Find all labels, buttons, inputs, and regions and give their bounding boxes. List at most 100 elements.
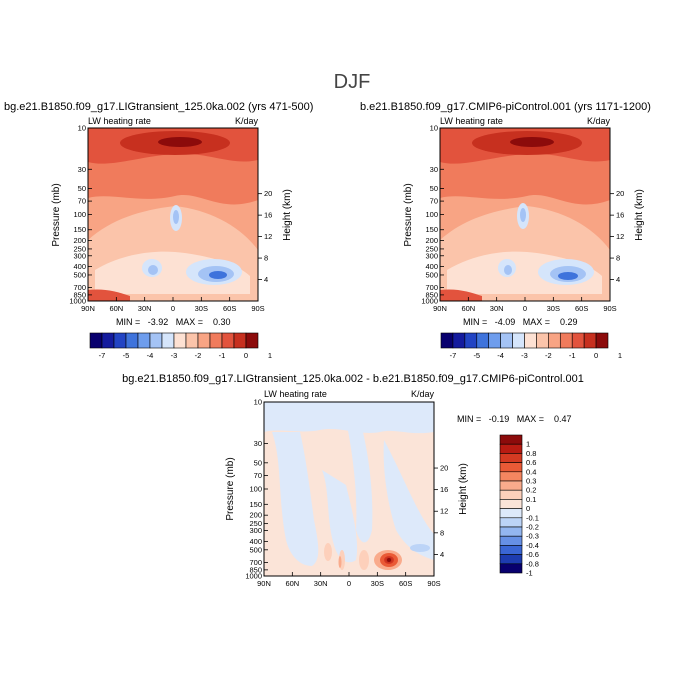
- colorbar-swatch: [548, 332, 561, 349]
- x-tick-label: 90S: [251, 304, 264, 313]
- colorbar-label: 1: [618, 351, 622, 360]
- x-tick-label: 30S: [547, 304, 560, 313]
- y2-tick-label: 4: [440, 550, 444, 559]
- y-tick-label: 70: [430, 197, 438, 206]
- y-tick-label: 1000: [69, 297, 86, 306]
- panel-2-core-inner: [510, 137, 554, 147]
- panel-3-south-blue: [383, 440, 434, 560]
- panel-3-var-label: LW heating rate: [264, 389, 327, 399]
- y-tick-label: 500: [73, 270, 86, 279]
- panel-3-stats: MIN = -0.19 MAX = 0.47: [457, 414, 572, 424]
- colorbar-swatch: [499, 471, 523, 482]
- x-tick-label: 90N: [81, 304, 95, 313]
- colorbar-label: 0.2: [526, 486, 536, 495]
- colorbar-swatch: [583, 332, 597, 349]
- y-tick-label: 150: [73, 225, 86, 234]
- colorbar-swatch: [233, 332, 247, 349]
- y-tick-label: 700: [73, 283, 86, 292]
- colorbar-swatch: [499, 508, 523, 519]
- y-tick-label: 1000: [421, 297, 438, 306]
- colorbar-swatch: [452, 332, 466, 349]
- panel-1-units: K/day: [235, 116, 259, 126]
- colorbar-label: -3: [521, 351, 528, 360]
- y-tick-label: 500: [425, 270, 438, 279]
- colorbar-swatch: [173, 332, 187, 349]
- y-tick-label: 30: [254, 439, 262, 448]
- y-tick-label: 100: [249, 485, 262, 494]
- panel-2-y2label: Height (km): [634, 189, 645, 241]
- y2-tick-label: 4: [616, 275, 620, 284]
- panel-1-blob-south-core: [209, 271, 227, 279]
- y2-tick-label: 8: [616, 254, 620, 263]
- panel-3-north-blue-column: [272, 432, 319, 566]
- panel-1-surface-red: [88, 289, 130, 301]
- x-tick-label: 60N: [285, 579, 299, 588]
- y2-tick-label: 12: [440, 507, 448, 516]
- x-tick-label: 0: [347, 579, 351, 588]
- colorbar-label: -0.6: [526, 550, 539, 559]
- colorbar-swatch: [161, 332, 175, 349]
- y-tick-label: 250: [249, 519, 262, 528]
- y-tick-label: 10: [430, 124, 438, 133]
- y-tick-label: 300: [73, 251, 86, 260]
- panel-1-ylabel: Pressure (mb): [51, 183, 62, 246]
- x-tick-label: 30S: [195, 304, 208, 313]
- x-tick-label: 90N: [257, 579, 271, 588]
- colorbar-swatch: [512, 332, 525, 349]
- y-tick-label: 50: [254, 458, 262, 467]
- y-tick-label: 400: [73, 262, 86, 271]
- x-tick-label: 30N: [314, 579, 328, 588]
- y-tick-label: 50: [78, 184, 86, 193]
- colorbar-swatch: [197, 332, 211, 349]
- colorbar-label: -4: [497, 351, 504, 360]
- x-tick-label: 60S: [399, 579, 412, 588]
- panel-2-blob-30n-core: [504, 265, 512, 275]
- colorbar-swatch: [499, 480, 523, 491]
- x-tick-label: 90S: [427, 579, 440, 588]
- y2-tick-label: 20: [264, 189, 272, 198]
- colorbar-label: -7: [450, 351, 457, 360]
- y-tick-label: 30: [78, 165, 86, 174]
- panel-2-blob-equator-core: [520, 208, 526, 222]
- colorbar-swatch: [499, 545, 523, 555]
- colorbar-swatch: [113, 332, 127, 349]
- x-tick-label: 90S: [603, 304, 616, 313]
- x-tick-label: 30N: [138, 304, 152, 313]
- colorbar-label: 0.6: [526, 458, 536, 467]
- y2-tick-label: 16: [440, 485, 448, 494]
- panel-3-mid-blue-column: [322, 470, 358, 563]
- panel-2-x-ticks: 90N 60N 30N 0 30S 60S 90S: [433, 297, 617, 313]
- colorbar-swatch: [571, 332, 585, 349]
- panel-3-top-blue: [264, 402, 434, 434]
- colorbar-swatch: [499, 443, 523, 454]
- colorbar-label: -2: [545, 351, 552, 360]
- colorbar-label: -0.4: [526, 541, 539, 550]
- panel-1-y2label: Height (km): [282, 189, 293, 241]
- y2-tick-label: 8: [264, 254, 268, 263]
- colorbar-swatch: [499, 554, 523, 565]
- colorbar-label: -5: [473, 351, 480, 360]
- panel-1-stats: MIN = -3.92 MAX = 0.30: [116, 317, 231, 327]
- y-tick-label: 150: [249, 500, 262, 509]
- panel-3-ylabel: Pressure (mb): [225, 457, 236, 520]
- colorbar-swatch: [499, 434, 523, 445]
- panel-3: LW heating rate K/day 103050701001502002…: [225, 389, 572, 588]
- colorbar-swatch: [499, 563, 523, 574]
- y-tick-label: 50: [430, 184, 438, 193]
- panel-3-pos-spot-3: [338, 556, 342, 568]
- y-tick-label: 300: [425, 251, 438, 260]
- y-tick-label: 30: [430, 165, 438, 174]
- y2-tick-label: 20: [616, 189, 624, 198]
- x-tick-label: 0: [523, 304, 527, 313]
- y-tick-label: 700: [425, 283, 438, 292]
- y-tick-label: 150: [425, 225, 438, 234]
- y-tick-label: 1000: [245, 572, 262, 581]
- y-tick-label: 200: [73, 236, 86, 245]
- colorbar-swatch: [499, 535, 523, 546]
- colorbar-label: -4: [147, 351, 154, 360]
- panel-2-colorbar: -7 -5 -4 -3 -2 -1 0 1: [440, 332, 622, 360]
- colorbar-swatch: [185, 332, 199, 349]
- y-tick-label: 10: [78, 124, 86, 133]
- colorbar-swatch: [499, 526, 523, 537]
